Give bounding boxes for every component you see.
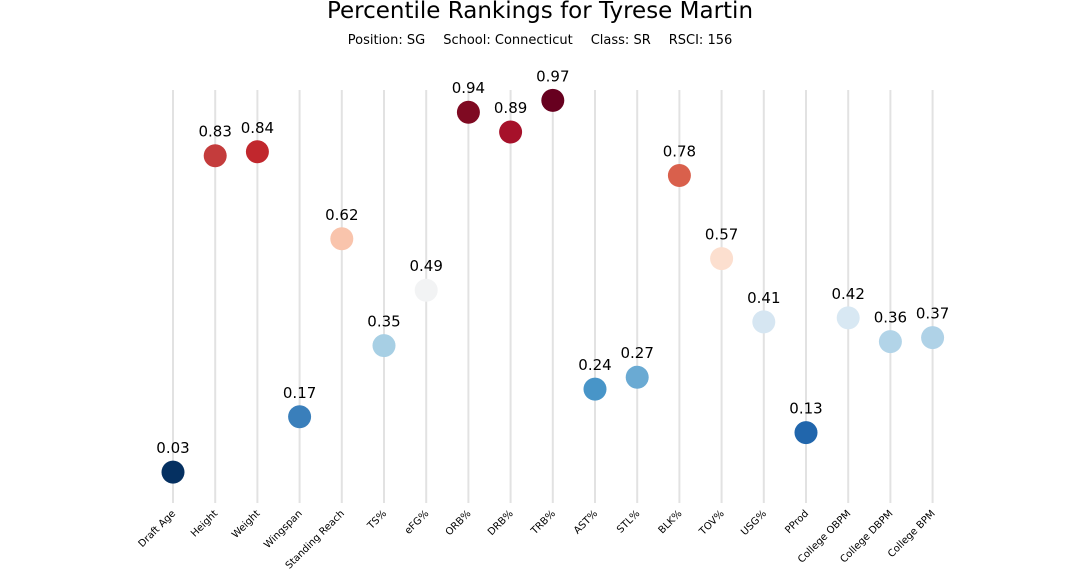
data-label-college-bpm: 0.37 <box>916 305 949 323</box>
point-blk <box>667 164 691 188</box>
data-label-tov: 0.57 <box>705 226 738 244</box>
point-tov <box>710 247 734 271</box>
data-label-wingspan: 0.17 <box>283 384 316 402</box>
rsci-text: RSCI: 156 <box>668 33 733 48</box>
point-ast <box>583 377 607 401</box>
data-label-ts: 0.35 <box>367 313 400 331</box>
x-tick-trb: TRB% <box>529 508 558 537</box>
point-wingspan <box>288 405 312 429</box>
x-tick-wingspan: Wingspan <box>262 508 305 551</box>
data-label-height: 0.83 <box>198 123 231 141</box>
data-label-draft-age: 0.03 <box>156 439 189 457</box>
data-label-college-obpm: 0.42 <box>831 285 864 303</box>
point-ts <box>372 334 396 358</box>
data-label-blk: 0.78 <box>663 143 696 161</box>
point-efg <box>414 278 438 302</box>
data-label-drb: 0.89 <box>494 99 527 117</box>
point-drb <box>499 120 523 144</box>
point-college-bpm <box>921 326 945 350</box>
x-tick-drb: DRB% <box>486 508 516 538</box>
x-tick-usg: USG% <box>739 508 769 538</box>
point-pprod <box>794 421 818 445</box>
x-tick-efg: eFG% <box>403 508 431 536</box>
data-label-weight: 0.84 <box>241 119 274 137</box>
point-draft-age <box>161 460 185 484</box>
data-points <box>161 88 945 484</box>
point-usg <box>752 310 776 334</box>
data-label-efg: 0.49 <box>409 257 442 275</box>
x-tick-orb: ORB% <box>444 508 474 538</box>
school-text: School: Connecticut <box>443 33 573 48</box>
x-tick-height: Height <box>189 508 220 539</box>
point-height <box>203 144 227 168</box>
data-labels: 0.03 0.83 0.84 0.17 0.62 0.35 0.49 0.94 0.89 0.97… <box>156 67 949 457</box>
x-tick-tov: TOV% <box>697 508 727 538</box>
x-tick-ts: TS% <box>365 508 389 532</box>
grid-lines <box>172 90 934 503</box>
data-label-trb: 0.97 <box>536 67 569 85</box>
data-label-usg: 0.41 <box>747 289 780 307</box>
x-tick-stl: STL% <box>615 508 642 535</box>
data-label-orb: 0.94 <box>452 79 485 97</box>
data-label-college-dbpm: 0.36 <box>874 309 907 327</box>
point-trb <box>541 88 565 112</box>
x-tick-pprod: PProd <box>783 508 811 536</box>
x-tick-weight: Weight <box>230 508 262 540</box>
position-text: Position: SG <box>347 33 426 48</box>
point-standing-reach <box>330 227 354 251</box>
x-tick-draft-age: Draft Age <box>137 508 179 550</box>
chart-title: Percentile Rankings for Tyrese Martin <box>326 0 754 24</box>
data-label-standing-reach: 0.62 <box>325 206 358 224</box>
class-text: Class: SR <box>590 33 651 48</box>
chart-subtitle: Position: SG School: Connecticut Class: SR… <box>0 33 1080 48</box>
x-tick-blk: BLK% <box>657 508 685 536</box>
data-label-ast: 0.24 <box>578 356 611 374</box>
point-college-obpm <box>836 306 860 330</box>
x-tick-ast: AST% <box>572 508 600 536</box>
point-orb <box>456 100 480 124</box>
data-label-stl: 0.27 <box>620 344 653 362</box>
point-stl <box>625 365 649 389</box>
data-label-pprod: 0.13 <box>789 400 822 418</box>
point-college-dbpm <box>878 330 902 354</box>
point-weight <box>245 140 269 164</box>
